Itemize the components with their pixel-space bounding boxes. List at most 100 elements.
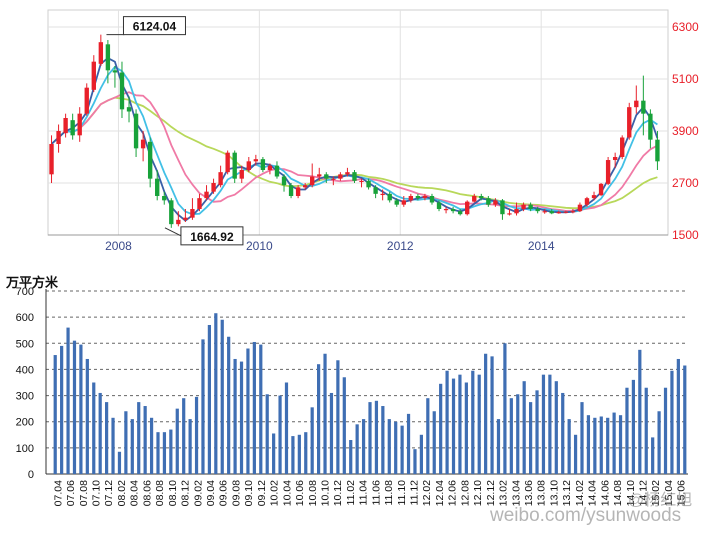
candle-body	[204, 191, 209, 199]
volume-bar	[554, 381, 558, 474]
y-tick-label: 100	[16, 443, 34, 455]
volume-bar	[631, 379, 635, 474]
candle-body	[274, 165, 280, 177]
candle-body	[521, 204, 526, 209]
candle-body	[366, 180, 371, 188]
candle-body	[267, 165, 273, 170]
volume-bar	[323, 353, 327, 474]
volume-bar	[117, 451, 122, 474]
volume-bar	[79, 344, 83, 474]
volume-bar	[368, 402, 372, 474]
volume-bar	[297, 434, 301, 474]
x-tick-label: 09.02	[192, 480, 204, 506]
volume-bar	[599, 416, 603, 474]
volume-bar	[60, 345, 64, 474]
candle-body	[627, 107, 632, 138]
candle-body	[338, 174, 343, 179]
volume-bar	[644, 387, 648, 474]
volume-bar	[573, 434, 578, 474]
volume-bar	[227, 336, 231, 474]
volume-bar	[426, 398, 430, 474]
volume-bar	[246, 348, 250, 474]
volume-bar	[169, 429, 173, 474]
x-tick-label: 09.04	[205, 480, 217, 506]
annotation-trough-label: 1664.92	[190, 230, 234, 244]
candle-body	[176, 219, 181, 225]
volume-bar	[445, 370, 449, 474]
candle-body	[429, 196, 435, 203]
candle-body	[359, 180, 364, 183]
candle-body	[218, 172, 223, 186]
volume-bar	[304, 432, 308, 474]
x-tick-label: 08.08	[154, 480, 166, 506]
volume-bar	[432, 411, 436, 474]
volume-bar	[317, 364, 321, 474]
x-tick-label: 12.06	[447, 480, 459, 506]
candle-body	[655, 139, 660, 162]
x-tick-label: 2012	[387, 239, 414, 253]
candle-body	[620, 137, 625, 157]
candle-body	[500, 200, 505, 215]
candle-body	[380, 193, 385, 196]
watermark-site: weibo.com/ysunwoods	[490, 505, 682, 526]
x-tick-label: 11.02	[345, 480, 357, 506]
x-tick-label: 09.08	[230, 480, 242, 506]
candle-body	[317, 174, 322, 177]
y-tick-label: 600	[16, 312, 34, 324]
candle-body	[479, 196, 484, 199]
x-tick-label: 10.12	[332, 480, 344, 506]
candle-body	[387, 193, 392, 201]
volume-bar	[567, 419, 571, 474]
x-tick-label: 10.04	[281, 480, 293, 506]
candle-body	[119, 72, 125, 110]
x-tick-label: 12.02	[421, 480, 433, 506]
volume-bar	[259, 344, 263, 474]
volume-bar	[638, 349, 642, 474]
x-tick-label: 15.04	[663, 480, 675, 506]
candle-body	[401, 200, 406, 205]
x-tick-label: 14.02	[574, 480, 586, 506]
candle-body	[507, 213, 512, 215]
candle-body	[549, 211, 554, 214]
volume-bar	[541, 374, 546, 474]
x-tick-label: 08.02	[116, 480, 128, 506]
volume-bar	[535, 390, 539, 474]
candle-body	[98, 42, 104, 64]
x-tick-label: 2010	[246, 239, 273, 253]
candle-body	[91, 61, 96, 90]
candle-body	[450, 209, 456, 212]
volume-bar	[503, 343, 507, 474]
volume-bar	[471, 370, 475, 474]
candle-body	[465, 201, 470, 215]
volume-bar	[387, 419, 391, 474]
watermark-handle: @杨红旭	[628, 492, 693, 509]
volume-bar	[374, 400, 379, 474]
volume-bar	[439, 383, 443, 474]
candle-body	[112, 70, 118, 73]
volume-bar	[252, 341, 256, 474]
candle-body	[542, 211, 547, 213]
candle-body	[570, 211, 576, 213]
volume-bar	[651, 437, 655, 474]
x-tick-label: 09.06	[218, 480, 230, 506]
volume-bar	[419, 434, 423, 474]
volume-bar	[580, 402, 584, 474]
y-tick-label: 700	[16, 286, 34, 298]
candlestick-chart: 6300 5100 3900 2700 1500 2008 2010 2012 2014 6124…	[47, 9, 699, 253]
volume-bar	[85, 358, 89, 474]
volume-bar	[477, 374, 481, 474]
volume-bar	[400, 425, 404, 474]
volume-bar	[98, 392, 102, 474]
candle-body	[211, 183, 216, 192]
volume-bar	[516, 394, 520, 474]
volume-bar	[66, 327, 70, 474]
volume-bar	[124, 411, 128, 474]
volume-bar	[233, 358, 237, 474]
volume-bar	[111, 417, 115, 474]
x-tick-label: 11.10	[396, 480, 408, 506]
candle-body	[260, 159, 266, 170]
volume-bar	[361, 419, 366, 474]
volume-bar	[458, 374, 462, 474]
